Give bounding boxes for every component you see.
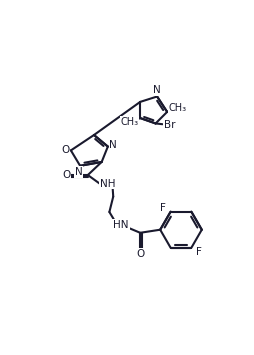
Text: Br: Br (164, 120, 175, 130)
Text: CH₃: CH₃ (120, 117, 138, 127)
Text: N: N (109, 140, 117, 150)
Text: NH: NH (100, 179, 116, 189)
Text: F: F (160, 203, 166, 213)
Text: F: F (160, 203, 166, 213)
Text: F: F (196, 247, 202, 257)
Text: O: O (62, 170, 70, 180)
Text: N: N (75, 167, 83, 177)
Text: CH₃: CH₃ (169, 103, 187, 113)
Text: N: N (153, 85, 161, 95)
Text: O: O (136, 248, 144, 258)
Text: O: O (61, 146, 70, 155)
Text: HN: HN (113, 220, 129, 230)
